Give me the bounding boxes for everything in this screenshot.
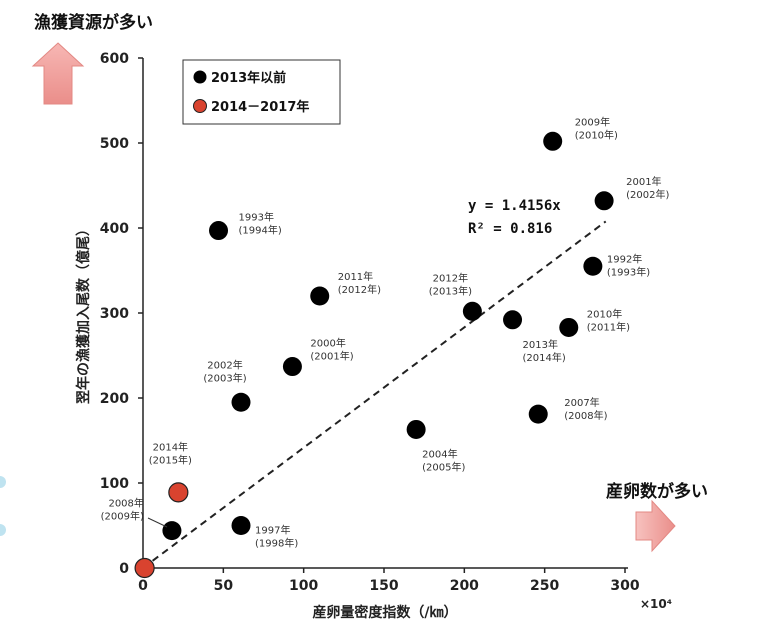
point-label-sub: (2013年) [429, 284, 472, 297]
edge-decoration [0, 476, 6, 488]
point-label-sub: (2005年) [422, 460, 465, 473]
point-label-sub: (2011年) [587, 320, 630, 333]
data-point [583, 256, 603, 276]
y-tick-label: 100 [100, 476, 129, 492]
label-leader-line [147, 517, 168, 528]
data-point [231, 516, 251, 535]
point-label: 2010年 [587, 307, 622, 320]
point-label: 2007年 [564, 396, 599, 409]
right-arrow-icon [635, 499, 676, 553]
point-label-sub: (2003年) [203, 371, 246, 384]
point-label: 2014年 [153, 440, 188, 453]
point-label-sub: (2002年) [626, 188, 669, 201]
x-tick-label: 300 [610, 578, 639, 594]
data-point [310, 286, 330, 306]
data-point [209, 221, 229, 241]
data-point [559, 317, 579, 337]
legend-marker-series-1 [193, 70, 207, 84]
legend-label-series-2: 2014－2017年 [211, 99, 309, 115]
point-label: 2013年 [523, 338, 558, 351]
point-label: 2012年 [433, 271, 468, 284]
up-arrow-icon [31, 42, 85, 105]
point-label-sub: (2014年) [523, 351, 566, 364]
point-label-sub: (2008年) [564, 409, 607, 422]
data-point [406, 419, 426, 439]
y-tick-label: 200 [100, 391, 129, 407]
edge-decoration [0, 524, 6, 536]
data-point [282, 357, 302, 377]
point-label: 2001年 [626, 175, 661, 188]
x-tick-label: 100 [289, 578, 318, 594]
point-label: 1992年 [607, 252, 642, 265]
point-label: 1993年 [239, 211, 274, 224]
x-tick-label: 200 [450, 578, 479, 594]
trend-equation: y = 1.4156x [468, 198, 561, 214]
point-label-sub: (2012年) [338, 283, 381, 296]
point-label: 2009年 [575, 115, 610, 128]
point-label-sub: (1998年) [255, 537, 298, 550]
data-point [168, 482, 189, 503]
data-point [594, 191, 614, 211]
header-right-text: 産卵数が多い [606, 481, 708, 502]
point-label: 2011年 [338, 270, 373, 283]
data-point [162, 521, 182, 541]
legend-marker-series-2 [193, 99, 207, 113]
y-tick-label: 500 [100, 136, 129, 152]
point-label-sub: (1994年) [239, 224, 282, 237]
data-point [134, 557, 155, 579]
data-point [503, 310, 523, 330]
legend: 2013年以前 2014－2017年 [182, 59, 341, 125]
x-tick-label: 0 [138, 578, 148, 594]
y-tick-label: 600 [100, 51, 129, 67]
trend-r2: R² = 0.816 [468, 221, 552, 237]
y-tick-label: 0 [119, 561, 129, 577]
legend-box [182, 59, 341, 125]
legend-label-series-1: 2013年以前 [211, 70, 286, 86]
point-label-sub: (2015年) [149, 453, 192, 466]
trendline [142, 220, 607, 569]
x-tick-label: 50 [214, 578, 234, 594]
point-label: 2008年 [108, 497, 143, 510]
point-label-sub: (2010年) [575, 128, 618, 141]
point-label-sub: (1993年) [607, 265, 650, 278]
data-point [543, 131, 563, 151]
x-tick-label: 150 [369, 578, 398, 594]
point-label: 2002年 [207, 358, 242, 371]
x-axis-multiplier: ×10⁴ [640, 597, 672, 611]
x-tick-label: 250 [530, 578, 559, 594]
point-label-sub: (2001年) [310, 350, 353, 363]
header-left-text: 漁獲資源が多い [34, 12, 153, 33]
point-label: 1997年 [255, 524, 290, 537]
point-label: 2000年 [310, 337, 345, 350]
point-label: 2004年 [422, 447, 457, 460]
y-tick-label: 400 [100, 221, 129, 237]
data-point [462, 301, 482, 321]
point-label-sub: (2009年) [101, 510, 144, 523]
y-tick-label: 300 [100, 306, 129, 322]
data-point [231, 392, 251, 412]
x-axis-title: 産卵量密度指数（/㎞） [312, 604, 457, 621]
y-axis-title: 翌年の漁獲加入尾数（億尾） [75, 222, 92, 404]
data-point [528, 404, 548, 424]
